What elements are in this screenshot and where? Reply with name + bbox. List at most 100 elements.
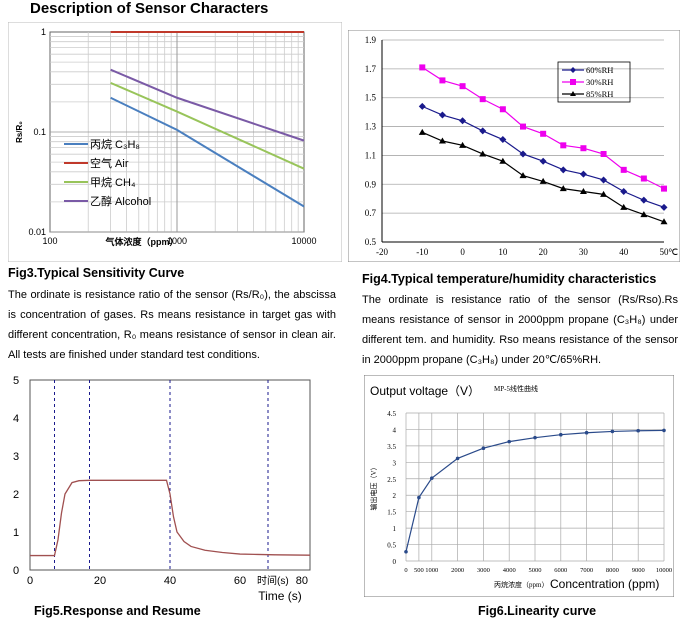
- fig6-ytick: 1.5: [387, 509, 396, 517]
- fig4-legend-marker: [570, 91, 576, 96]
- fig3-caption: Fig3.Typical Sensitivity Curve: [8, 266, 185, 280]
- fig3-xtick: 100: [42, 236, 57, 246]
- fig4-xunit: ℃: [668, 247, 678, 257]
- fig4-point: [660, 203, 668, 211]
- fig4-point: [600, 190, 608, 197]
- fig5-ytick: 2: [13, 489, 19, 501]
- fig4-xtick: 50: [660, 247, 670, 257]
- fig4-xtick: -10: [416, 247, 428, 257]
- fig3-ytick: 0.1: [33, 127, 46, 137]
- fig3-sensitivity-chart: 100 1000 10000 0.01 0.1 1 Rs/R₀ 气体浓度（ppm） 丙烷 C₃H…: [8, 22, 342, 262]
- fig6-point: [430, 476, 434, 480]
- fig6-ylabel: 输出电压（V）: [369, 463, 378, 510]
- fig4-legend-box: [557, 61, 631, 103]
- fig4-point: [539, 177, 547, 184]
- fig3-legend-label: 甲烷 CH₄: [90, 175, 136, 189]
- fig4-point: [418, 102, 426, 110]
- fig6-caption: Fig6.Linearity curve: [478, 604, 597, 618]
- page-title: Description of Sensor Characters: [30, 0, 269, 17]
- fig6-xtick: 10000: [656, 567, 672, 574]
- fig4-point: [559, 166, 567, 174]
- fig4-point: [600, 150, 607, 157]
- fig4-xtick: 30: [579, 247, 589, 257]
- fig6-point: [507, 439, 511, 444]
- fig4-paragraph: The ordinate is resistance ratio of the …: [362, 294, 678, 366]
- fig4-point: [519, 172, 527, 179]
- fig5-ytick: 1: [13, 527, 19, 539]
- fig3-ylabel: Rs/R₀: [15, 121, 24, 143]
- fig6-xtick: 0: [404, 567, 407, 574]
- fig3-legend-label: 乙醇 Alcohol: [90, 194, 151, 208]
- fig3-ytick: 0.01: [28, 227, 46, 237]
- fig4-ytick: 1.5: [365, 93, 377, 103]
- fig4-point: [640, 211, 648, 218]
- fig6-point: [404, 549, 408, 554]
- fig4-point: [559, 185, 567, 192]
- fig4-point: [600, 176, 608, 184]
- fig4-point: [439, 77, 446, 84]
- fig4-ytick: 0.5: [365, 237, 377, 247]
- fig6-point: [455, 456, 460, 461]
- fig6-ytick: 3: [393, 459, 397, 467]
- fig3-paragraph: The ordinate is resistance ratio of the …: [8, 289, 336, 361]
- fig4-xtick: 0: [460, 247, 465, 257]
- fig5-xtick: 20: [94, 575, 106, 587]
- fig6-ytick: 0: [393, 558, 397, 566]
- fig4-xtick: 10: [498, 247, 508, 257]
- fig4-ytick: 1.9: [365, 35, 377, 45]
- fig6-linearity-chart: Output voltage（V） MP-5线性曲线 0 0.5 1 1.5 2 2.5 3 3.…: [364, 375, 674, 597]
- fig6-frame: [364, 375, 674, 597]
- fig6-xtick: 4000: [503, 567, 516, 574]
- fig4-point: [640, 175, 647, 182]
- fig4-point: [540, 130, 547, 137]
- fig4-legend-label: 85%RH: [586, 89, 613, 99]
- fig6-xlabel: Concentration (ppm): [550, 577, 659, 591]
- fig4-point: [418, 128, 426, 135]
- fig6-point: [584, 430, 589, 435]
- fig4-legend-label: 30%RH: [586, 77, 613, 87]
- fig3-series-line: [110, 81, 305, 170]
- fig6-point: [610, 429, 615, 434]
- fig6-xtick: 6000: [554, 567, 567, 574]
- fig4-point: [640, 196, 648, 204]
- fig4-xtick: 20: [539, 247, 549, 257]
- fig6-line: [405, 429, 665, 552]
- fig3-xtick: 10000: [291, 236, 316, 246]
- fig4-legend-label: 60%RH: [586, 65, 613, 75]
- fig3-legend-label: 丙烷 C₃H₈: [90, 137, 140, 151]
- fig4-point: [479, 150, 487, 157]
- fig4-point: [660, 218, 668, 225]
- fig4-point: [499, 157, 507, 164]
- fig5-ytick: 5: [13, 375, 19, 387]
- fig4-legend-marker: [570, 79, 576, 85]
- fig6-ytick: 4: [393, 426, 397, 434]
- fig4-point: [438, 137, 446, 144]
- fig4-point: [459, 141, 467, 148]
- fig4-ytick: 0.9: [365, 179, 377, 189]
- fig3-xtick: 1000: [167, 236, 187, 246]
- fig6-xlabel-cn: 丙烷浓度（ppm）: [494, 580, 548, 589]
- fig4-caption: Fig4.Typical temperature/humidity charac…: [362, 272, 657, 286]
- fig4-point: [580, 145, 587, 152]
- fig4-legend-marker: [570, 67, 576, 73]
- fig4-xtick: 40: [619, 247, 629, 257]
- fig5-xunit-cn: 时间(s): [257, 574, 289, 587]
- fig5-response-line: [30, 479, 311, 557]
- fig4-point: [560, 142, 567, 149]
- fig5-xlabel: Time (s): [258, 589, 302, 603]
- fig6-title: Output voltage（V）: [370, 384, 480, 398]
- fig4-point: [620, 188, 628, 195]
- fig4-point: [579, 188, 587, 194]
- fig5-xtick: 0: [27, 575, 33, 587]
- fig4-point: [499, 136, 507, 144]
- fig3-ytick: 1: [41, 27, 46, 37]
- fig6-xtick: 2000: [451, 567, 464, 574]
- fig6-xtick: 3000: [477, 567, 490, 574]
- fig4-point: [661, 185, 667, 192]
- fig4-ytick: 1.7: [365, 64, 377, 74]
- fig3-legend-label: 空气 Air: [90, 156, 129, 170]
- fig6-xtick: 500: [414, 567, 424, 574]
- fig5-ytick: 3: [13, 451, 19, 463]
- fig6-point: [559, 432, 563, 437]
- fig6-ytick: 2.5: [387, 476, 396, 484]
